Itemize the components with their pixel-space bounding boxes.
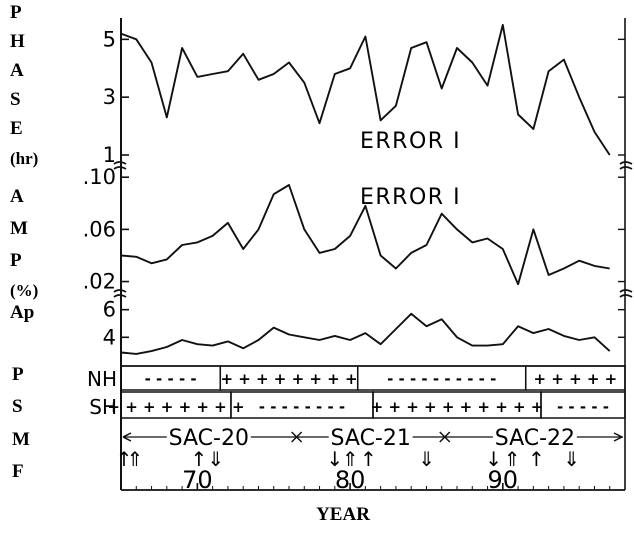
y-axis-label-char: P xyxy=(10,250,22,271)
y-axis-label-char: (%) xyxy=(10,281,38,300)
axis-break-left xyxy=(113,166,127,170)
cycle-label: SAC-20 xyxy=(169,426,249,451)
panel-ap: 6 4 Ap xyxy=(10,289,633,367)
y-axis-label-char: A xyxy=(10,186,24,207)
cycle-boundary-mark xyxy=(291,431,303,443)
polarity-row-name: SH xyxy=(89,395,117,419)
polarity-sign-text: - - - - - - - - - - xyxy=(387,370,496,388)
polarity-sign-text: + + + + + + + + xyxy=(107,398,244,416)
cycle-event-marker: ↑ xyxy=(360,447,377,471)
solar-cycles-row: SAC-20 SAC-21 SAC-22 xyxy=(122,426,623,451)
cycle-event-marker: ↓ xyxy=(326,447,343,471)
axis-break-left xyxy=(113,161,127,165)
cycle-event-marker: ↓ xyxy=(485,447,502,471)
polarity-sign-text: + + + + + xyxy=(533,370,617,388)
y-axis-label-char: P xyxy=(10,2,22,23)
polarity-row-name: NH xyxy=(87,367,117,391)
cycle-event-marker: ↑ xyxy=(528,447,545,471)
cycle-event-marker: ↑ xyxy=(116,447,133,471)
cycle-markers: ↑⇑ ↑ ⇓ ↓⇑ ↑ ⇓ ↓ ⇑ ↑ ⇓ xyxy=(116,447,580,471)
series-line-ap xyxy=(120,312,611,355)
psmf-label-char: M xyxy=(12,429,30,450)
polarity-row-nh: NH - - - - - + + + + + + + + - - - - - - - … xyxy=(87,365,626,391)
panel-annotation: ERROR I xyxy=(360,185,461,210)
axis-break-right xyxy=(619,294,633,298)
y-axis-label-char: E xyxy=(10,118,23,139)
cycle-arrowhead-left xyxy=(122,432,132,442)
psmf-label-char: P xyxy=(12,364,24,385)
y-tick-label: .10 xyxy=(83,165,116,189)
panel-annotation: ERROR I xyxy=(360,129,461,154)
axis-break-right xyxy=(619,289,633,293)
axis-break-right xyxy=(619,166,633,170)
y-axis-label-char: A xyxy=(10,60,24,81)
cycle-event-marker: ⇑ xyxy=(342,447,359,471)
cycle-event-marker: ⇑ xyxy=(126,447,143,471)
y-tick-label: .02 xyxy=(83,270,116,294)
polarity-row-sh: SH+ + + + + + + + - - - - - - - - + + + + … xyxy=(89,391,626,419)
polarity-sign-text: - - - - - xyxy=(557,398,609,416)
cycle-event-marker: ⇑ xyxy=(504,447,521,471)
y-tick-label: 6 xyxy=(103,298,116,322)
cycle-arrowhead-right xyxy=(613,432,623,442)
axis-break-right xyxy=(619,161,633,165)
y-axis-label-char: H xyxy=(10,31,25,52)
panel-amp: .10 .06 .02 AMP (%) ERROR I xyxy=(10,161,633,300)
cycle-event-marker: ⇓ xyxy=(563,447,580,471)
axis-break-left xyxy=(113,289,127,293)
psmf-label-char: F xyxy=(12,461,24,482)
x-axis: 70 80 90 xyxy=(120,466,626,494)
y-axis-label-char: S xyxy=(10,89,21,110)
cycle-label: SAC-22 xyxy=(495,426,575,451)
cycle-label: SAC-21 xyxy=(331,426,411,451)
y-axis-label-char: (hr) xyxy=(10,149,38,168)
cycle-event-marker: ↑ xyxy=(191,447,208,471)
series-line-phase xyxy=(120,23,611,156)
y-tick-label: .06 xyxy=(83,217,116,241)
axis-break-left xyxy=(113,294,127,298)
y-axis-label-char: M xyxy=(10,218,28,239)
cycle-event-marker: ⇓ xyxy=(418,447,435,471)
polarity-sign-text: + + + + + + + + + + xyxy=(371,398,544,416)
x-axis-title: YEAR xyxy=(316,504,370,525)
y-tick-label: 5 xyxy=(103,27,116,51)
polarity-sign-text: - - - - - - - - xyxy=(259,398,345,416)
psmf-label-char: S xyxy=(12,396,23,417)
y-axis-label: Ap xyxy=(10,302,34,323)
series-line-amp xyxy=(120,184,610,286)
polarity-sign-text: + + + + + + + + xyxy=(220,370,357,388)
polarity-sign-text: - - - - - xyxy=(145,370,197,388)
cycle-event-marker: ⇓ xyxy=(207,447,224,471)
polarity-segment-box xyxy=(524,365,626,391)
y-tick-label: 4 xyxy=(103,325,116,349)
polarity-segment-box xyxy=(540,391,626,419)
y-tick-label: 1 xyxy=(103,143,116,167)
y-tick-label: 3 xyxy=(103,85,116,109)
cycle-boundary-mark xyxy=(439,431,451,443)
